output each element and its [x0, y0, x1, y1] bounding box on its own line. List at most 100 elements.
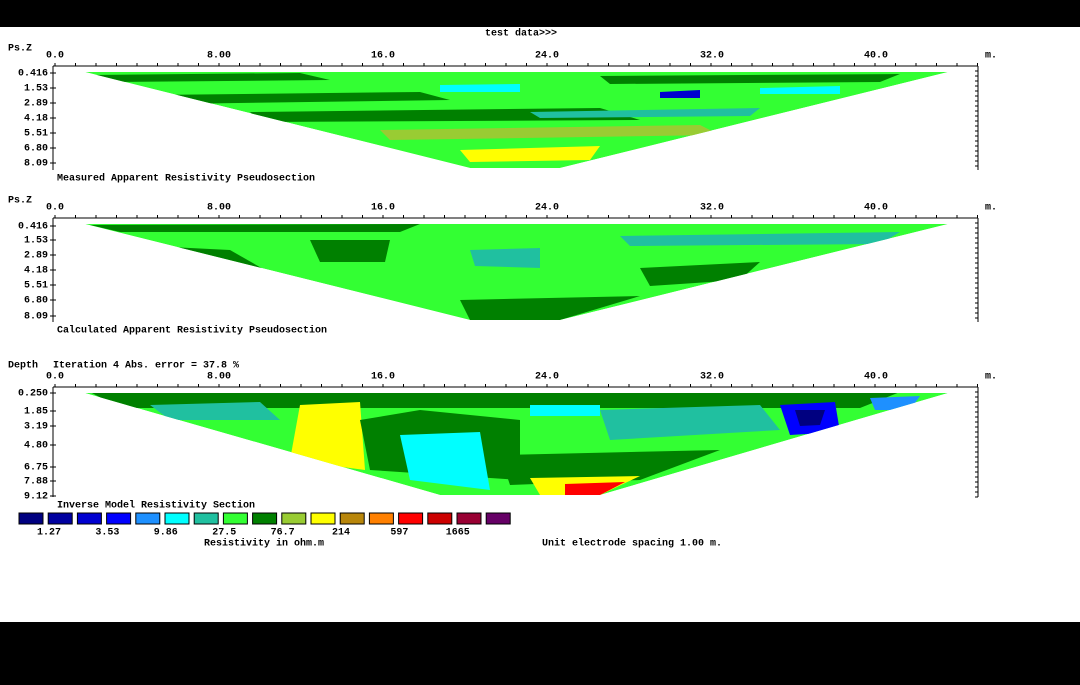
- x-tick-label: 16.0: [371, 203, 395, 214]
- contour-region: [380, 125, 720, 140]
- contour-region: [150, 402, 280, 420]
- legend-swatch: [485, 512, 511, 525]
- x-tick-label: 32.0: [700, 372, 724, 383]
- x-unit: m.: [985, 203, 997, 214]
- depth-tick-label: 1.85: [24, 407, 48, 418]
- contour-region: [530, 405, 600, 416]
- depth-tick-label: 8.09: [24, 312, 48, 323]
- legend-swatch: [339, 512, 365, 525]
- y-axis-label: Depth: [8, 360, 38, 372]
- legend-label: 1.27: [37, 528, 61, 539]
- y-axis-label: Ps.Z: [8, 196, 32, 207]
- section-caption: Calculated Apparent Resistivity Pseudose…: [57, 325, 327, 337]
- depth-tick-label: 4.18: [24, 266, 48, 277]
- plots: Ps.Z 0.0 8.00 16.0 24.0 32.0 40.0 m. 0.416 1.53 2.…: [8, 44, 997, 550]
- legend-swatch: [456, 512, 482, 525]
- contour-region: [470, 248, 540, 268]
- legend-label: 9.86: [154, 528, 178, 539]
- contour-region: [565, 482, 625, 495]
- spacing-note: Unit electrode spacing 1.00 m.: [542, 538, 722, 550]
- x-tick-label: 24.0: [535, 372, 559, 383]
- x-tick-label: 32.0: [700, 51, 724, 62]
- depth-tick-label: 0.416: [18, 222, 48, 233]
- x-tick-label: 40.0: [864, 203, 888, 214]
- depth-tick-label: 3.19: [24, 422, 48, 433]
- contour-region: [600, 74, 900, 84]
- x-tick-label: 16.0: [371, 51, 395, 62]
- contour-region: [760, 86, 840, 94]
- x-tick-label: 8.00: [207, 203, 231, 214]
- x-tick-label: 0.0: [46, 203, 64, 214]
- contour-region: [530, 108, 760, 118]
- section-caption: Measured Apparent Resistivity Pseudosect…: [57, 173, 315, 185]
- x-tick-label: 24.0: [535, 51, 559, 62]
- depth-tick-label: 9.12: [24, 492, 48, 503]
- depth-tick-label: 1.53: [24, 236, 48, 247]
- depth-tick-label: 6.80: [24, 296, 48, 307]
- contour-region: [90, 73, 330, 82]
- x-unit: m.: [985, 372, 997, 383]
- contour-region: [90, 224, 420, 232]
- depth-tick-label: 8.09: [24, 159, 48, 170]
- depth-tick-label: 0.250: [18, 389, 48, 400]
- contour-region: [620, 232, 900, 246]
- x-tick-label: 8.00: [207, 372, 231, 383]
- legend-label: 27.5: [212, 528, 236, 539]
- legend-label: 1665: [446, 528, 470, 539]
- contour-region: [440, 84, 520, 92]
- legend-caption: Resistivity in ohm.m: [204, 538, 324, 550]
- x-tick-label: 24.0: [535, 203, 559, 214]
- legend-swatch: [193, 512, 219, 525]
- legend-swatch: [106, 512, 132, 525]
- legend-label: 597: [390, 528, 408, 539]
- contour-region: [290, 402, 365, 470]
- contour-region: [460, 146, 600, 162]
- x-tick-label: 40.0: [864, 51, 888, 62]
- title: test data>>>: [485, 28, 557, 40]
- depth-tick-label: 1.53: [24, 84, 48, 95]
- contour-region: [150, 92, 450, 104]
- x-tick-label: 40.0: [864, 372, 888, 383]
- contour-region: [90, 393, 900, 408]
- depth-tick-label: 2.89: [24, 251, 48, 262]
- legend-swatch: [135, 512, 161, 525]
- legend-label: 214: [332, 528, 350, 539]
- section-fill: [85, 224, 948, 320]
- x-tick-label: 16.0: [371, 372, 395, 383]
- contour-region: [460, 296, 640, 320]
- legend-swatch: [281, 512, 307, 525]
- contour-region: [400, 432, 490, 490]
- depth-tick-label: 4.80: [24, 441, 48, 452]
- legend-label: 3.53: [95, 528, 119, 539]
- depth-tick-label: 4.18: [24, 114, 48, 125]
- depth-tick-label: 0.416: [18, 69, 48, 80]
- depth-tick-label: 6.75: [24, 463, 48, 474]
- contour-region: [600, 405, 780, 440]
- section-caption: Inverse Model Resistivity Section: [57, 500, 255, 512]
- legend-swatch: [222, 512, 248, 525]
- section: [85, 393, 948, 495]
- contour-region: [310, 240, 390, 262]
- iteration-header: Iteration 4 Abs. error = 37.8 %: [53, 360, 239, 372]
- legend-swatch: [252, 512, 278, 525]
- x-tick-label: 32.0: [700, 203, 724, 214]
- y-axis-label: Ps.Z: [8, 44, 32, 55]
- legend-swatch: [18, 512, 44, 525]
- x-tick-label: 0.0: [46, 51, 64, 62]
- depth-tick-label: 6.80: [24, 144, 48, 155]
- legend-label: 76.7: [271, 528, 295, 539]
- depth-tick-label: 2.89: [24, 99, 48, 110]
- x-unit: m.: [985, 51, 997, 62]
- contour-region: [660, 90, 700, 98]
- x-tick-label: 8.00: [207, 51, 231, 62]
- section: [85, 72, 948, 168]
- depth-tick-label: 5.51: [24, 281, 48, 292]
- legend-swatch: [164, 512, 190, 525]
- contour-region: [795, 410, 825, 426]
- contour-region: [500, 450, 720, 485]
- depth-tick-label: 7.88: [24, 477, 48, 488]
- legend-swatch: [398, 512, 424, 525]
- contour-region: [250, 108, 640, 122]
- legend-swatch: [47, 512, 73, 525]
